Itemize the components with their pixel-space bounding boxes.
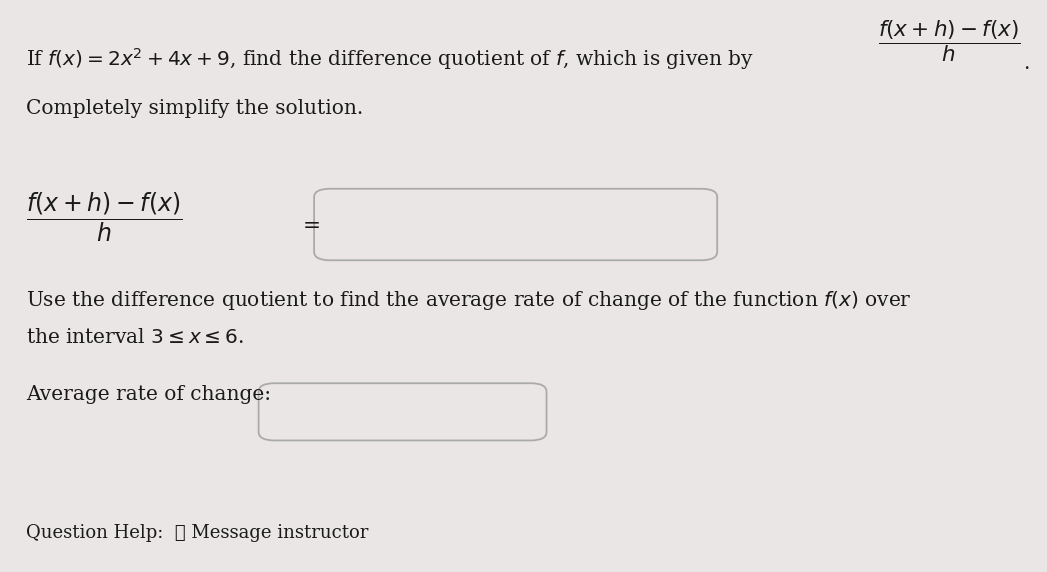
Text: $=$: $=$ — [298, 213, 320, 235]
Text: Use the difference quotient to find the average rate of change of the function $: Use the difference quotient to find the … — [26, 289, 912, 312]
Text: the interval $3 \leq x \leq 6$.: the interval $3 \leq x \leq 6$. — [26, 328, 244, 347]
Text: Average rate of change:: Average rate of change: — [26, 386, 271, 404]
Text: .: . — [1023, 54, 1029, 73]
Text: Question Help:  ✉ Message instructor: Question Help: ✉ Message instructor — [26, 524, 369, 542]
Text: $\dfrac{f(x+h)-f(x)}{h}$: $\dfrac{f(x+h)-f(x)}{h}$ — [26, 190, 182, 244]
Text: Completely simplify the solution.: Completely simplify the solution. — [26, 100, 363, 118]
Text: $\dfrac{f(x+h)-f(x)}{h}$: $\dfrac{f(x+h)-f(x)}{h}$ — [878, 18, 1021, 63]
Text: If $f(x) = 2x^2 + 4x + 9$, find the difference quotient of $f$, which is given b: If $f(x) = 2x^2 + 4x + 9$, find the diff… — [26, 46, 754, 72]
